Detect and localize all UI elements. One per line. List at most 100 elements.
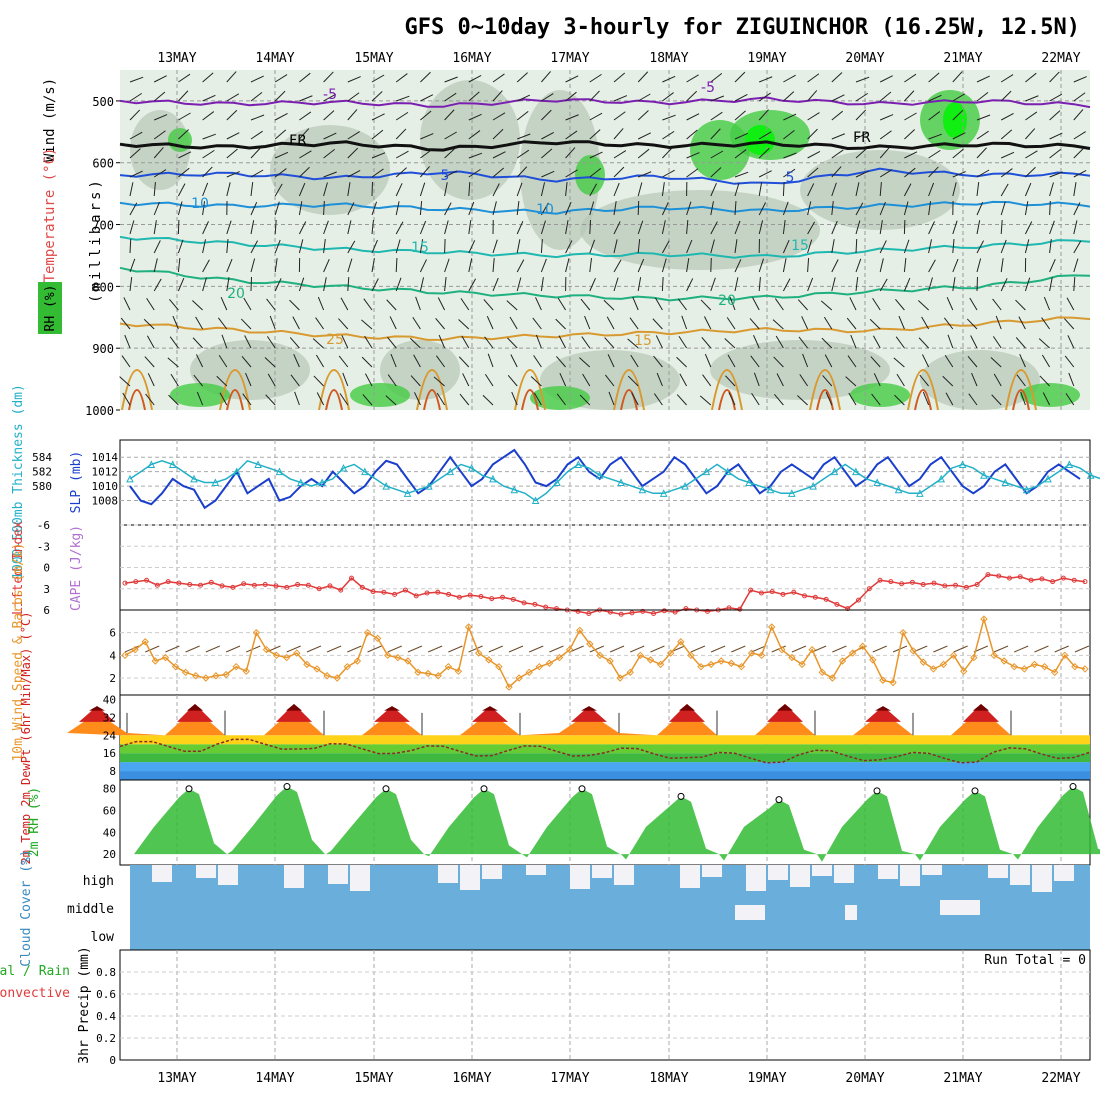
wind-barb: [782, 258, 787, 273]
wind-barb: [347, 220, 352, 235]
surface-wind-barb: [246, 645, 261, 653]
lifted-index-point: [855, 597, 861, 603]
lifted-index-point: [478, 594, 484, 600]
lifted-index-point: [758, 590, 764, 596]
wind-barb: [395, 111, 409, 121]
lifted-index-point: [424, 590, 430, 596]
wind-barb: [1024, 239, 1030, 254]
temp-peak-top: [89, 706, 105, 711]
wind-speed-point: [1050, 668, 1059, 677]
surface-wind-barb: [529, 645, 544, 653]
wind-barb: [734, 259, 742, 273]
wind-barb: [734, 132, 748, 140]
wind-barb: [855, 170, 869, 178]
wind-barb: [758, 182, 763, 197]
wind-barb: [153, 130, 166, 140]
wind-barb: [298, 182, 306, 197]
top-day-label: 14MAY: [255, 51, 294, 66]
wind-barb: [178, 167, 190, 178]
wind-barb: [872, 335, 881, 349]
cloud-high-bar: [438, 865, 458, 883]
wind-barb: [153, 169, 167, 178]
wind-barb: [1073, 182, 1077, 197]
rh-tick-label: 20: [103, 848, 116, 861]
wind-barb: [774, 393, 784, 406]
wind-barb: [129, 258, 136, 273]
wind-barb: [589, 151, 603, 159]
wind-barb: [1073, 131, 1086, 140]
wind-barb: [724, 338, 736, 349]
wind-barb: [613, 128, 624, 140]
surface-wind-barb: [367, 645, 382, 653]
wind-barb: [848, 392, 857, 406]
wind-barb: [710, 221, 718, 235]
wind-barb: [535, 297, 542, 311]
wind-speed-point: [565, 645, 574, 654]
wind-barb: [226, 182, 231, 197]
surface-wind-barb: [427, 645, 443, 653]
wind-barb: [613, 277, 619, 292]
temp-peak-top: [973, 703, 989, 711]
wind-barb: [613, 221, 621, 235]
wind-barb: [637, 148, 650, 159]
wind-speed-point: [535, 662, 544, 671]
cloud-high-bar: [152, 865, 172, 882]
wind-barb: [468, 220, 472, 235]
wind-barb: [661, 220, 666, 235]
wind-barb: [468, 113, 482, 121]
wind-barb: [178, 151, 192, 159]
rh-point: [480, 785, 488, 793]
wind-barb: [317, 296, 325, 311]
wind-barb: [734, 71, 746, 83]
wind-barb: [298, 239, 304, 254]
wind-speed-point: [414, 668, 422, 677]
wind-barb: [323, 93, 337, 102]
wind-barb: [702, 374, 712, 387]
wind-speed-point: [666, 649, 675, 657]
wind-barb: [807, 73, 820, 83]
wind-barb: [458, 356, 470, 368]
wind-barb: [492, 201, 497, 216]
wind-barb: [898, 315, 905, 330]
wind-barb: [299, 150, 312, 159]
wind-barb: [661, 258, 667, 273]
lifted-index-point: [219, 583, 225, 589]
wind-barb: [153, 278, 162, 292]
wind-barb: [371, 129, 384, 140]
wind-barb: [656, 372, 663, 387]
wind-barb: [244, 335, 252, 349]
rh-shade: [270, 125, 390, 215]
temp-peak: [865, 706, 901, 722]
temp-peak: [177, 703, 213, 722]
lifted-index-point: [295, 582, 301, 587]
wind-speed-point: [616, 674, 624, 682]
wind-barb: [177, 201, 183, 216]
wind-speed-point: [202, 674, 210, 682]
cloud-high-bar: [1054, 865, 1074, 881]
wind-barb: [511, 391, 518, 406]
dewpoint-line: [119, 738, 1091, 764]
wind-barb: [250, 75, 264, 83]
wind-speed-point: [485, 656, 493, 664]
wind-barb: [516, 277, 522, 292]
wind-barb: [492, 277, 499, 292]
lifted-index-point: [575, 608, 581, 614]
wind-barb: [412, 316, 421, 330]
surface-wind-barb: [589, 645, 605, 653]
wind-barb: [952, 171, 966, 178]
wind-barb: [516, 166, 528, 178]
wind-barb: [363, 298, 373, 311]
isotherm-10: [119, 200, 1091, 215]
wind-barb: [976, 91, 989, 102]
wind-barb: [385, 395, 397, 406]
rh-fill: [227, 786, 325, 855]
wind-barb: [492, 128, 504, 140]
wind-barb: [540, 238, 543, 254]
lifted-index-point: [769, 589, 775, 595]
wind-barb: [420, 110, 432, 121]
wind-barb: [661, 182, 665, 197]
wind-barb: [419, 277, 425, 292]
thickness-point: [1065, 460, 1074, 468]
lifted-index-point: [942, 583, 948, 589]
surface-wind-barb: [751, 645, 766, 653]
